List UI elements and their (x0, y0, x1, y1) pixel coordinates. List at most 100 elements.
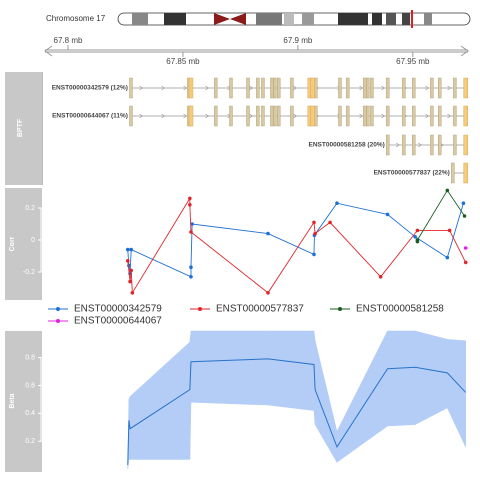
utr-exon (310, 77, 316, 99)
x-tick-label: 67.85 mb (166, 57, 200, 66)
corr-point (266, 291, 270, 295)
exon (453, 77, 457, 99)
corr-point (463, 246, 468, 250)
exon (370, 77, 374, 99)
exon (338, 105, 342, 127)
corr-point (335, 201, 339, 205)
band (338, 13, 368, 25)
band (402, 13, 410, 25)
exon (453, 105, 457, 127)
corr-point (189, 265, 193, 270)
confidence-band (129, 341, 191, 460)
x-tick-label: 67.8 mb (54, 36, 83, 45)
corr-point (129, 268, 134, 273)
legend-label: ENST00000342579 (74, 304, 162, 315)
corr-point (385, 212, 390, 217)
exon (290, 77, 294, 99)
exon (261, 105, 265, 127)
corr-point (312, 220, 316, 225)
strand-arrow (161, 85, 166, 91)
utr-exon (463, 105, 468, 127)
exon (451, 162, 455, 184)
legend-label: ENST00000581258 (356, 304, 444, 315)
corr-point (313, 231, 317, 236)
corr-point (413, 235, 417, 239)
exon (370, 105, 374, 127)
corr-line (127, 196, 467, 295)
utr-exon (310, 105, 316, 127)
strand-arrow (249, 85, 254, 91)
corr-point (129, 247, 134, 252)
exon (256, 105, 260, 127)
confidence-band (414, 330, 448, 426)
band (372, 13, 382, 25)
axis-arrow (460, 45, 469, 57)
corr-point (462, 214, 467, 218)
strand-arrow (205, 85, 210, 91)
strand-arrow (359, 85, 364, 91)
transcript-label: ENST00000644067 (11%) (52, 113, 128, 120)
exon (412, 134, 416, 156)
chromosome-label: Chromosome 17 (46, 14, 106, 23)
exon (430, 105, 434, 127)
exon (270, 77, 274, 99)
strand-arrow (418, 142, 422, 148)
exon (386, 134, 390, 156)
strand-arrow (425, 85, 430, 91)
exon (366, 77, 370, 99)
transcript-label: ENST00000581258 (20%) (309, 142, 385, 149)
centromere (214, 13, 230, 25)
exon (363, 77, 367, 99)
exon (402, 105, 406, 127)
track-panel (5, 188, 42, 300)
corr-point (266, 231, 270, 236)
corr-point (461, 201, 466, 205)
exon (229, 105, 233, 127)
transcript-label: ENST00000577837 (22%) (374, 170, 450, 177)
corr-point (128, 279, 132, 284)
strand-arrow (139, 113, 144, 119)
exon (246, 105, 250, 127)
exon (412, 105, 416, 127)
track-title: Corr (9, 236, 16, 251)
ideogram: Chromosome 17 (46, 10, 471, 28)
strand-arrow (381, 113, 386, 119)
exon (338, 77, 342, 99)
beta-line (127, 358, 467, 466)
strand-arrow (183, 113, 188, 119)
track-title: Beta (9, 393, 16, 408)
corr-point (447, 228, 452, 233)
exon (386, 77, 390, 99)
band (164, 13, 186, 25)
confidence-band (314, 340, 338, 464)
confidence-band (336, 330, 388, 463)
exon (229, 77, 233, 99)
corr-point (189, 275, 193, 279)
strand-arrow (396, 142, 400, 148)
corr-point (127, 263, 131, 268)
confidence-band (447, 339, 467, 447)
exon (402, 77, 406, 99)
strand-arrow (293, 85, 298, 91)
legend-swatch (56, 307, 60, 311)
strand-arrow (249, 113, 254, 119)
utr-exon (188, 105, 194, 127)
corr-point (445, 188, 450, 193)
band (256, 13, 282, 25)
strand-arrow (381, 85, 386, 91)
band (132, 13, 148, 25)
corr-point (189, 230, 193, 234)
y-tick-label: 0.8 (25, 354, 35, 361)
exon (270, 105, 274, 127)
track-panel (5, 331, 42, 472)
exon (346, 105, 350, 127)
exon (366, 105, 370, 127)
confidence-band (267, 330, 315, 411)
track-title: BPTF (17, 118, 24, 137)
confidence-band (190, 330, 269, 406)
exon (453, 134, 457, 156)
corr-point (190, 222, 194, 226)
corr-point (312, 252, 316, 257)
corr-point (188, 196, 192, 201)
